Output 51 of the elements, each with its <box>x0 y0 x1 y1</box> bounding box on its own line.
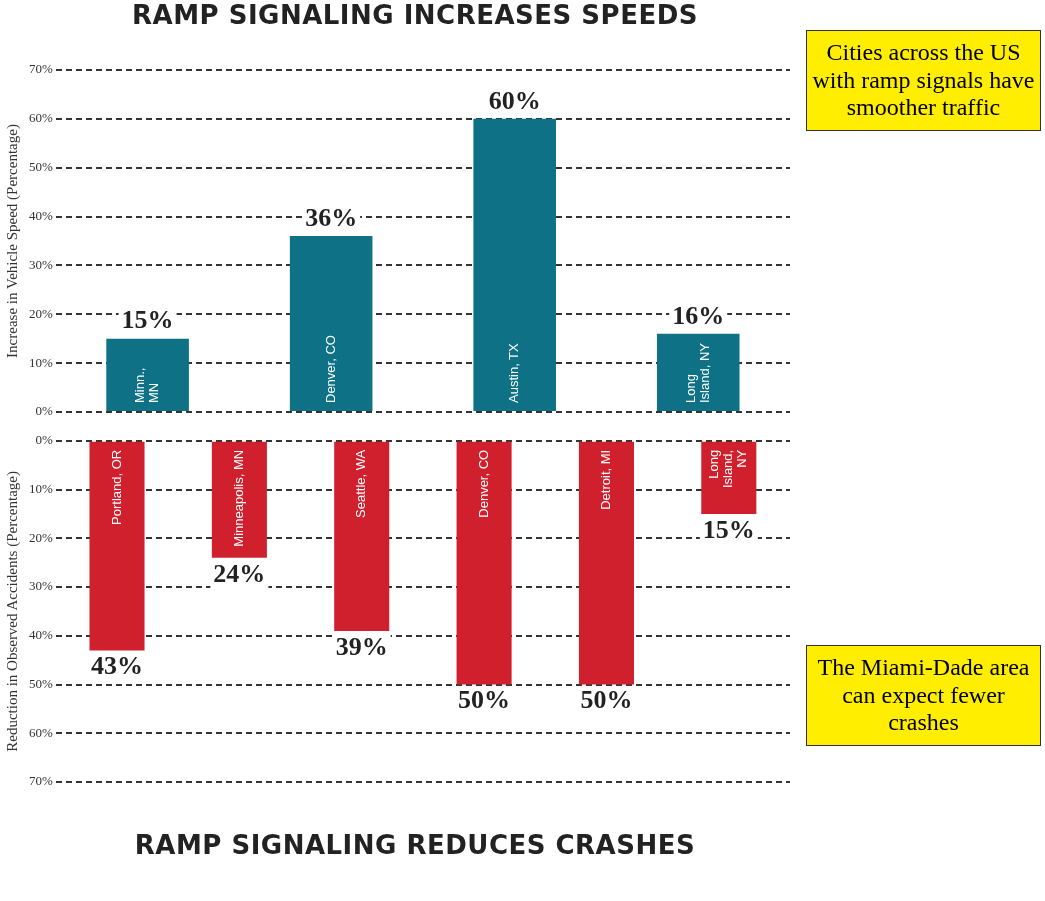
data-label: 36% <box>305 202 358 232</box>
y-axis-title: Reduction in Observed Accidents (Percentage) <box>3 471 21 752</box>
x-tick-label: Portland, OR <box>108 449 124 525</box>
x-tick-label: Denver, CO <box>475 449 491 518</box>
x-tick-label: Long Island, NY <box>682 342 712 403</box>
data-label: 60% <box>488 85 541 115</box>
y-tick-label: 20% <box>28 305 53 321</box>
y-tick-label: 60% <box>28 110 53 126</box>
data-label: 24% <box>213 558 266 588</box>
bar <box>656 333 740 411</box>
x-tick-label: Long Island, NY <box>706 449 750 489</box>
data-label: 39% <box>335 631 388 661</box>
bar <box>578 441 634 685</box>
bar <box>106 338 189 411</box>
y-tick-label: 10% <box>28 354 53 370</box>
y-tick-label: 0% <box>35 432 53 448</box>
bar <box>211 441 267 558</box>
y-tick-label: 70% <box>28 773 53 789</box>
bar <box>289 236 373 411</box>
x-tick-label: Detroit, MI <box>598 449 614 510</box>
y-tick-label: 10% <box>28 480 53 496</box>
data-label: 15% <box>121 305 174 335</box>
data-label: 50% <box>580 685 633 715</box>
data-label: 43% <box>91 651 144 681</box>
chart-title: RAMP SIGNALING INCREASES SPEEDS <box>131 0 699 30</box>
x-tick-label: Minn., MN <box>132 367 162 403</box>
y-tick-label: 60% <box>28 724 53 740</box>
x-tick-label: Seattle, WA <box>353 449 369 518</box>
bar <box>473 118 556 411</box>
y-tick-label: 0% <box>35 403 53 419</box>
text: RAMP SIGNALING REDUCES CRASHES <box>133 830 697 860</box>
data-label: 15% <box>702 514 755 544</box>
data-label: 16% <box>672 300 725 330</box>
y-tick-label: 40% <box>28 627 53 643</box>
bar <box>456 441 512 685</box>
text: The Miami-Dade area can expect fewer crashes <box>806 645 1041 746</box>
y-tick-label: 20% <box>28 529 53 545</box>
x-tick-label: Austin, TX <box>506 342 522 403</box>
bar <box>334 441 390 631</box>
x-tick-label: Minneapolis, MN <box>230 449 246 547</box>
y-tick-label: 50% <box>28 159 53 175</box>
y-tick-label: 70% <box>28 61 53 77</box>
y-tick-label: 30% <box>28 256 53 272</box>
data-label: 50% <box>458 685 511 715</box>
y-tick-label: 30% <box>28 578 53 594</box>
y-tick-label: 40% <box>28 207 53 223</box>
text: Cities across the US with ramp signals have smoother traffic <box>806 30 1041 131</box>
bar <box>89 441 145 651</box>
y-axis-title: Increase in Vehicle Speed (Percentage) <box>3 124 21 358</box>
x-tick-label: Denver, CO <box>322 335 338 403</box>
y-tick-label: 50% <box>28 675 53 691</box>
